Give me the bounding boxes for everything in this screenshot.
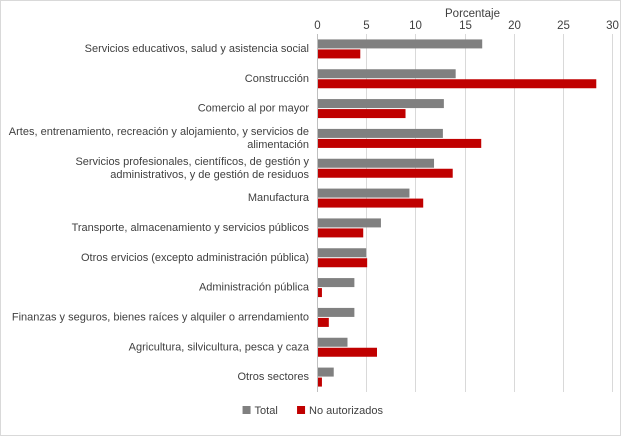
bar-no-autorizados-1 — [318, 79, 597, 89]
bar-total-2 — [318, 99, 444, 109]
bar-no-autorizados-3 — [318, 138, 482, 148]
x-tick-label-10: 10 — [409, 20, 422, 32]
category-label-4: Servicios profesionales, científicos, de… — [75, 156, 309, 181]
category-label-line: Construcción — [245, 73, 309, 85]
bar-no-autorizados-8 — [318, 288, 322, 298]
category-label-0: Servicios educativos, salud y asistencia… — [85, 43, 309, 55]
category-label-6: Transporte, almacenamiento y servicios p… — [72, 222, 310, 234]
category-label-line: Manufactura — [248, 192, 310, 204]
category-label-line: Servicios profesionales, científicos, de… — [75, 156, 309, 168]
bar-no-autorizados-0 — [318, 49, 361, 59]
category-label-line: Agricultura, silvicultura, pesca y caza — [129, 341, 310, 353]
category-label-10: Agricultura, silvicultura, pesca y caza — [129, 341, 310, 353]
category-label-7: Otros ervicios (excepto administración p… — [81, 252, 309, 264]
category-label-line: Otros ervicios (excepto administración p… — [81, 252, 309, 264]
category-label-line: Servicios educativos, salud y asistencia… — [85, 43, 309, 55]
legend-swatch-no-autorizados — [297, 406, 306, 414]
bar-no-autorizados-5 — [318, 198, 424, 208]
category-label-8: Administración pública — [199, 282, 310, 294]
category-label-1: Construcción — [245, 73, 309, 85]
bar-total-4 — [318, 158, 435, 168]
x-tick-label-30: 30 — [606, 20, 619, 32]
category-label-5: Manufactura — [248, 192, 310, 204]
bar-no-autorizados-7 — [318, 258, 368, 268]
category-label-2: Comercio al por mayor — [198, 103, 310, 115]
x-tick-label-20: 20 — [508, 20, 521, 32]
x-tick-label-5: 5 — [363, 20, 369, 32]
bar-total-8 — [318, 278, 355, 288]
category-label-line: Otros sectores — [237, 371, 309, 383]
bar-total-7 — [318, 248, 367, 258]
bar-total-1 — [318, 69, 456, 79]
x-tick-label-0: 0 — [314, 20, 320, 32]
bar-total-5 — [318, 188, 410, 198]
category-label-line: Administración pública — [199, 282, 310, 294]
bar-no-autorizados-6 — [318, 228, 364, 238]
bar-total-3 — [318, 128, 443, 138]
x-tick-label-15: 15 — [459, 20, 472, 32]
bar-total-9 — [318, 307, 355, 317]
category-label-line: alimentación — [247, 139, 309, 151]
legend-swatch-total — [242, 406, 251, 414]
category-label-line: Transporte, almacenamiento y servicios p… — [72, 222, 310, 234]
x-axis-title: Porcentaje — [445, 8, 500, 20]
category-label-line: Finanzas y seguros, bienes raíces y alqu… — [12, 311, 309, 323]
legend-label-no-autorizados: No autorizados — [309, 405, 383, 417]
category-label-9: Finanzas y seguros, bienes raíces y alqu… — [12, 311, 309, 323]
bar-no-autorizados-11 — [318, 377, 322, 387]
x-tick-label-25: 25 — [557, 20, 570, 32]
category-label-line: Artes, entrenamiento, recreación y aloja… — [9, 126, 309, 138]
bar-no-autorizados-2 — [318, 109, 406, 119]
category-label-11: Otros sectores — [237, 371, 309, 383]
category-label-line: administrativos, y de gestión de residuo… — [110, 169, 309, 181]
legend-label-total: Total — [255, 405, 278, 417]
bar-total-6 — [318, 218, 381, 228]
category-label-line: Comercio al por mayor — [198, 103, 310, 115]
bar-no-autorizados-10 — [318, 347, 377, 357]
bar-total-10 — [318, 337, 348, 347]
category-label-3: Artes, entrenamiento, recreación y aloja… — [9, 126, 309, 151]
bar-no-autorizados-4 — [318, 168, 453, 178]
bar-no-autorizados-9 — [318, 317, 329, 327]
bar-total-0 — [318, 39, 483, 49]
bar-total-11 — [318, 367, 334, 377]
